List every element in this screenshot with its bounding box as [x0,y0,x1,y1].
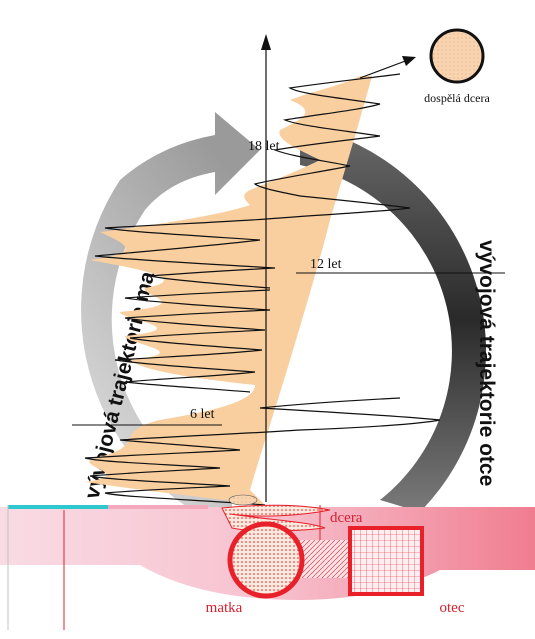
cyan-strip [8,505,108,509]
age-6-label: 6 let [190,407,215,422]
father-trajectory-arrow [300,125,486,512]
adult-arrow [359,59,409,79]
adult-daughter-circle [429,28,485,84]
adult-daughter-label: dospělá dcera [424,91,490,105]
daughter-label: dcera [330,510,363,526]
mother-circle [227,521,305,599]
father-square [348,526,424,596]
oscillation-lines [84,73,441,506]
inheritance-band [296,540,350,578]
mother-label: matka [206,600,243,616]
adult-arrowhead [402,56,416,66]
origin-cluster [228,494,258,506]
age-18-label: 18 let [248,139,280,154]
pink-strip [108,505,208,509]
daughter-development-area [85,76,372,505]
age-12-label: 12 let [310,257,342,272]
father-trajectory-label: vývojová trajektorie otce [475,240,498,486]
time-axis-arrowhead [261,34,271,50]
father-label: otec [440,600,465,616]
